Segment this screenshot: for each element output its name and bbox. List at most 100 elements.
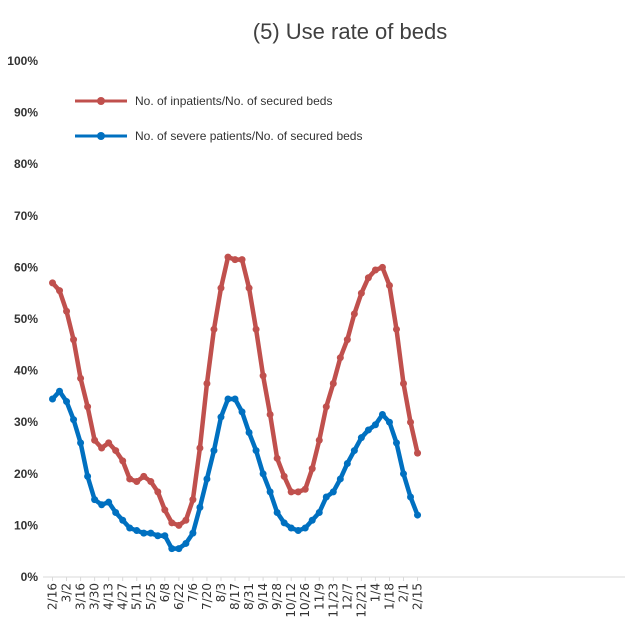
x-tick-label: 6/8	[158, 583, 172, 602]
x-tick-label: 8/31	[242, 583, 256, 610]
data-point	[168, 545, 176, 553]
data-point	[189, 496, 197, 504]
data-point	[287, 488, 295, 496]
legend: No. of inpatients/No. of secured beds No.…	[75, 94, 362, 143]
y-tick-label: 30%	[14, 415, 38, 429]
data-point	[238, 408, 246, 416]
data-point	[56, 287, 64, 295]
x-tick-label: 3/30	[88, 583, 102, 610]
series-group	[49, 253, 422, 553]
data-point	[343, 336, 351, 344]
legend-marker	[97, 97, 105, 105]
data-point	[273, 509, 281, 516]
legend-label: No. of inpatients/No. of secured beds	[135, 94, 332, 108]
data-point	[49, 279, 56, 287]
data-point	[224, 253, 232, 261]
y-tick-label: 80%	[14, 157, 38, 171]
data-point	[322, 493, 330, 501]
data-point	[70, 336, 78, 344]
data-point	[294, 527, 302, 535]
y-tick-label: 40%	[14, 364, 38, 378]
x-tick-label: 1/18	[382, 583, 396, 610]
y-tick-label: 50%	[14, 312, 38, 326]
x-tick-label: 7/20	[200, 583, 214, 610]
data-point	[371, 421, 379, 429]
data-point	[63, 398, 71, 406]
y-tick-label: 70%	[14, 209, 38, 223]
data-point	[238, 256, 246, 264]
data-point	[329, 380, 337, 387]
x-tick-label: 2/15	[411, 583, 425, 610]
data-point	[364, 274, 372, 282]
data-point	[126, 475, 134, 483]
x-tick-label: 2/1	[397, 583, 411, 602]
data-point	[378, 263, 386, 271]
data-point	[105, 439, 113, 447]
data-point	[287, 524, 295, 532]
data-point	[385, 281, 393, 289]
data-point	[343, 459, 351, 467]
x-tick-label: 2/16	[46, 583, 60, 610]
data-point	[203, 380, 211, 387]
data-point	[336, 475, 344, 483]
data-point	[77, 374, 85, 382]
data-point	[350, 447, 358, 455]
data-point	[414, 511, 422, 519]
data-point	[112, 509, 120, 516]
data-point	[182, 539, 190, 547]
data-point	[70, 416, 78, 424]
data-point	[301, 524, 309, 532]
data-point	[203, 475, 211, 483]
data-point	[112, 447, 120, 455]
x-tick-label: 9/14	[256, 583, 270, 610]
data-point	[301, 485, 309, 493]
data-point	[126, 524, 134, 532]
legend-marker	[97, 132, 105, 140]
y-tick-label: 20%	[14, 467, 38, 481]
data-point	[196, 444, 204, 452]
series-1	[49, 253, 422, 529]
data-point	[245, 429, 253, 437]
x-tick-label: 12/21	[354, 583, 368, 618]
y-tick-label: 60%	[14, 260, 38, 274]
data-point	[133, 478, 141, 486]
data-point	[308, 516, 316, 524]
data-point	[259, 372, 267, 380]
data-point	[231, 256, 239, 264]
series-line	[50, 254, 420, 528]
data-point	[357, 289, 365, 297]
data-point	[210, 325, 218, 333]
data-point	[91, 436, 99, 444]
data-point	[175, 545, 183, 553]
x-tick-label: 8/3	[214, 583, 228, 602]
data-point	[182, 516, 190, 524]
data-point	[119, 516, 127, 524]
data-point	[273, 454, 281, 462]
data-point	[400, 470, 407, 478]
data-point	[105, 498, 113, 506]
data-point	[315, 509, 323, 516]
y-axis-ticks: 0% 10% 20% 30% 40% 50% 60% 70% 80% 90% 100%	[7, 54, 38, 584]
x-tick-label: 1/4	[368, 583, 382, 602]
data-point	[378, 410, 386, 418]
data-point	[63, 307, 71, 315]
data-point	[49, 395, 56, 403]
data-point	[336, 354, 344, 362]
legend-label: No. of severe patients/No. of secured be…	[135, 129, 362, 143]
data-point	[385, 418, 393, 426]
data-point	[84, 472, 92, 480]
data-point	[357, 434, 365, 442]
data-point	[161, 532, 169, 540]
y-tick-label: 100%	[7, 54, 38, 68]
data-point	[224, 395, 232, 403]
data-point	[140, 529, 148, 537]
x-axis-ticks: 2/16 3/2 3/16 3/30 4/13 4/27 5/11 5/25 6/8 6/22 7/…	[46, 577, 425, 618]
x-tick-label: 5/25	[144, 583, 158, 610]
data-point	[266, 410, 274, 418]
data-point	[371, 266, 379, 274]
data-point	[56, 387, 64, 395]
x-tick-label: 7/6	[186, 583, 200, 602]
y-tick-label: 10%	[14, 518, 38, 532]
data-point	[147, 529, 155, 537]
